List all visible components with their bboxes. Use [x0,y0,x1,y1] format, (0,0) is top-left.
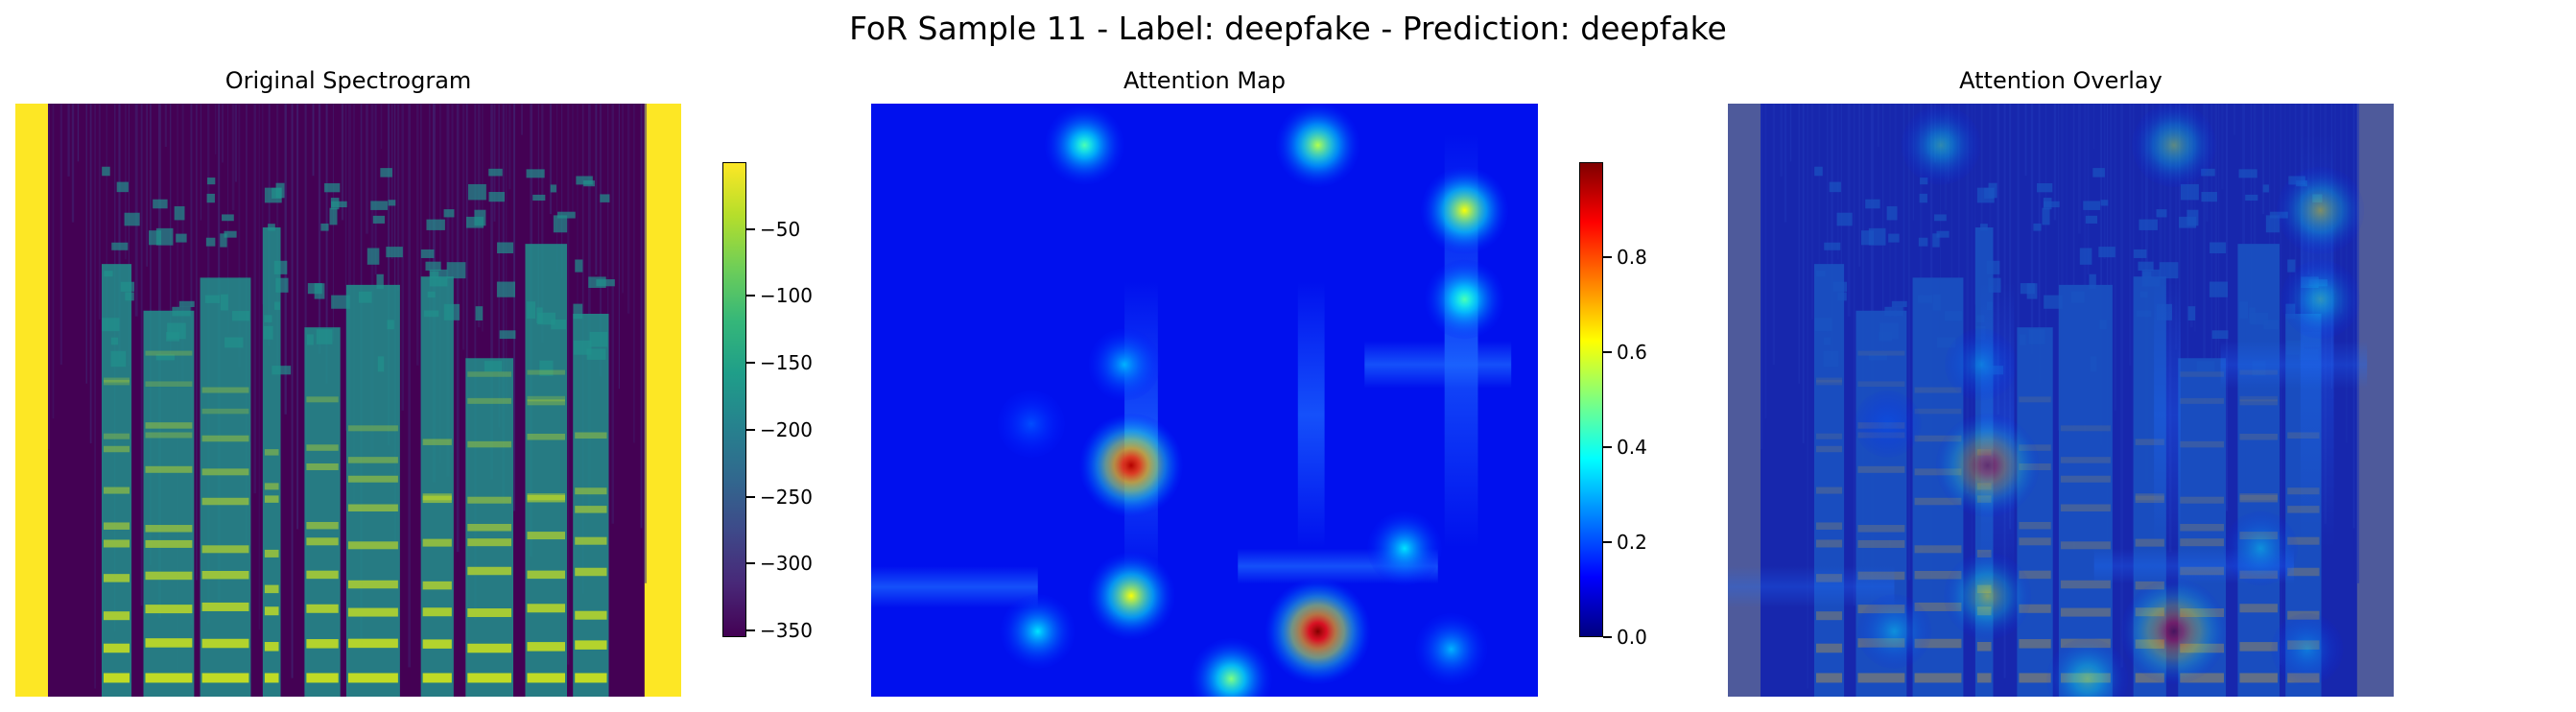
attention-hotspot [2271,613,2344,686]
colorbar-tick-label: 0.2 [1617,531,1647,554]
colorbar-tick-label: −250 [760,485,813,509]
attention-hotspot [1901,106,1981,185]
attention-hotspot [1944,552,2032,640]
attention-hotspot [2132,104,2216,187]
colorbar-tick-label: −150 [760,351,813,375]
colorbar-tick-label: −350 [760,619,813,643]
attention-hotspot [1856,594,1932,669]
attention-hotspot [1079,414,1183,517]
attention-hotspot [2046,637,2129,697]
attention-hotspot [1087,552,1175,640]
colorbar-tick-label: −50 [760,217,801,241]
attention-hotspot [2281,259,2360,340]
colorbar-tick-label: −300 [760,552,813,576]
colorbar-tick-label: 0.8 [1617,246,1647,269]
attention-hotspot [1935,414,2040,517]
attention-hotspot [997,390,1065,458]
attention-hotspot [1190,637,1272,697]
attention-hotspot [1425,259,1504,340]
colorbar-tick-label: 0.6 [1617,341,1647,364]
attention-hotspot [1421,166,1509,254]
attention-hotspot [1415,613,1488,686]
attention-hotspot [1854,390,1922,458]
attention-hotspot [1275,104,1360,187]
attention-colorbar [1579,162,1603,637]
figure-title: FoR Sample 11 - Label: deepfake - Predic… [849,10,1727,47]
attention-map-title: Attention Map [1123,67,1287,94]
colorbar-tick-label: −200 [760,417,813,441]
spectrogram-image [15,104,681,697]
spectrogram-colorbar [722,162,746,637]
attention-hotspot [1001,594,1075,669]
attention-map-image [871,104,1538,697]
attention-hotspot [2223,510,2298,586]
attention-hotspot [1945,328,2018,401]
overlay-title: Attention Overlay [1959,67,2162,94]
attention-hotspot [1088,328,1161,401]
attention-overlay-image [1728,104,2394,697]
attention-hotspot [2120,579,2227,685]
colorbar-tick-label: 0.4 [1617,436,1647,459]
attention-hotspot [2277,166,2365,254]
attention-hotspot [1367,510,1442,586]
attention-hotspot [1045,106,1124,185]
spectrogram-title: Original Spectrogram [225,67,472,94]
colorbar-tick-label: 0.0 [1617,626,1647,649]
colorbar-tick-label: −100 [760,284,813,308]
attention-hotspot [1264,579,1371,685]
